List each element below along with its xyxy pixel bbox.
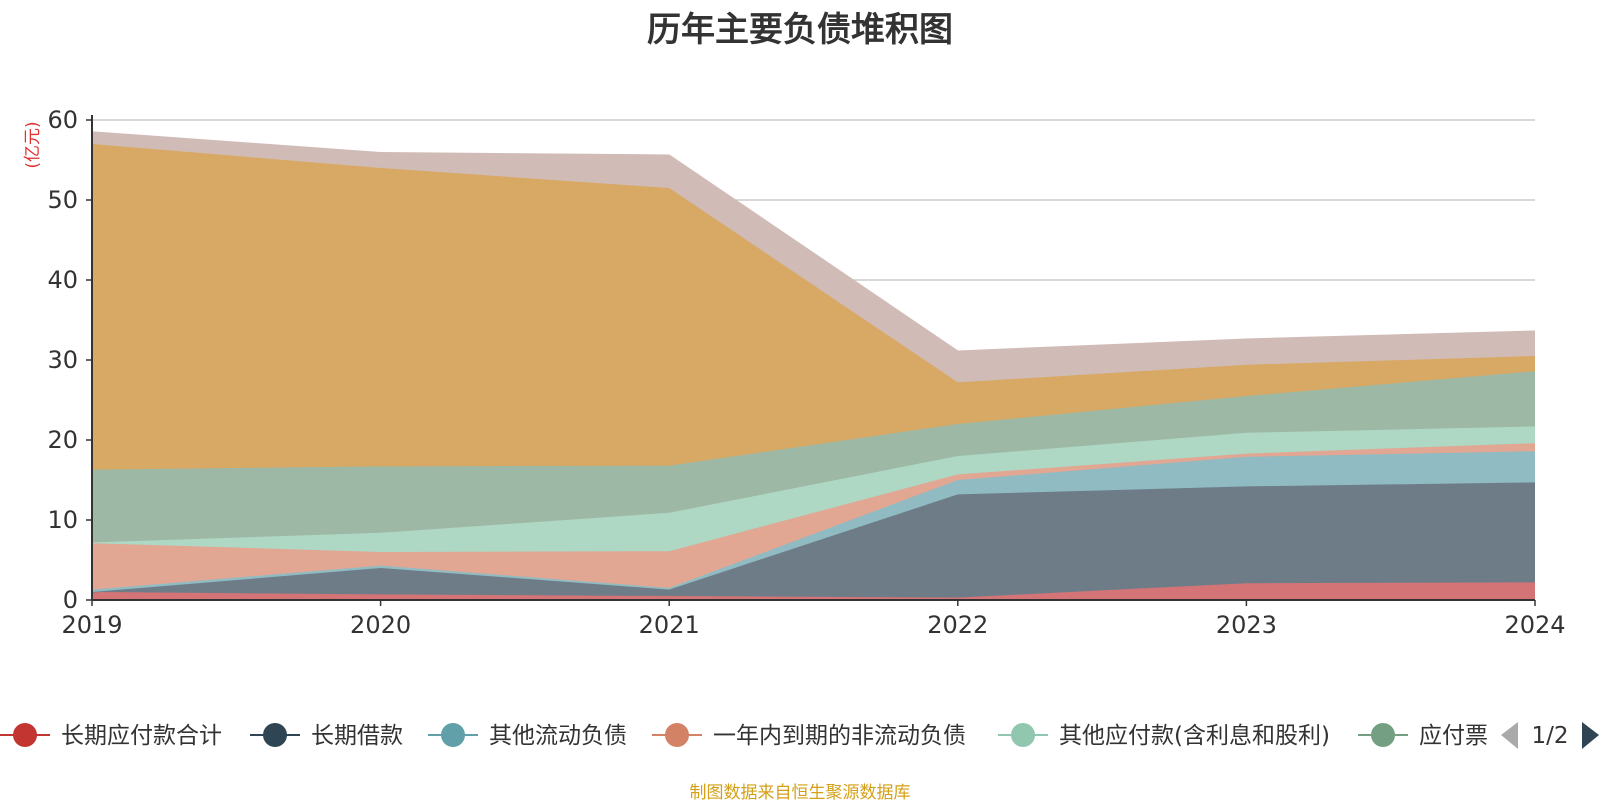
area-line-7 bbox=[91, 131, 1536, 352]
legend-item[interactable]: 其他流动负债 bbox=[428, 723, 627, 749]
legend-label: 一年内到期的非流动负债 bbox=[713, 723, 966, 749]
legend-prev-icon[interactable] bbox=[1501, 722, 1518, 749]
legend-marker-icon bbox=[13, 723, 37, 747]
legend-label: 长期借款 bbox=[311, 723, 403, 749]
area-line-6 bbox=[91, 143, 1536, 384]
y-tick-label: 20 bbox=[47, 426, 78, 454]
y-tick-label: 10 bbox=[47, 506, 78, 534]
y-tick-label: 30 bbox=[47, 346, 78, 374]
legend-label: 其他应付款(含利息和股利) bbox=[1059, 723, 1330, 749]
area-series-2 bbox=[92, 451, 1535, 592]
y-tick-label: 40 bbox=[47, 266, 78, 294]
legend-marker-icon bbox=[441, 723, 465, 747]
x-tick-label: 2023 bbox=[1216, 611, 1277, 639]
chart-title: 历年主要负债堆积图 bbox=[647, 10, 953, 50]
y-tick-label: 50 bbox=[47, 186, 78, 214]
y-tick-label: 0 bbox=[63, 586, 78, 614]
x-tick-label: 2024 bbox=[1504, 611, 1565, 639]
y-axis-unit-label: (亿元) bbox=[23, 121, 43, 168]
legend-marker-icon bbox=[263, 723, 287, 747]
x-tick-label: 2022 bbox=[927, 611, 988, 639]
area-series-3 bbox=[92, 443, 1535, 590]
area-series-7 bbox=[92, 132, 1535, 383]
legend-item[interactable]: 应付票 bbox=[1358, 723, 1488, 749]
legend-label: 应付票 bbox=[1419, 723, 1488, 749]
x-tick-label: 2021 bbox=[639, 611, 700, 639]
area-layer bbox=[91, 131, 1536, 600]
legend-item[interactable]: 一年内到期的非流动负债 bbox=[652, 723, 966, 749]
legend-label: 长期应付款合计 bbox=[61, 723, 222, 749]
area-series-5 bbox=[92, 371, 1535, 543]
area-series-1 bbox=[92, 482, 1535, 598]
legend-item[interactable]: 长期应付款合计 bbox=[0, 723, 222, 749]
legend-next-icon[interactable] bbox=[1582, 722, 1599, 749]
legend: 长期应付款合计 长期借款 其他流动负债 一年内到期的非流动负债 其他应付款(含利息和股利… bbox=[0, 722, 1599, 749]
axes: 0 10 20 30 40 50 60 2019 2020 2021 2022 2023 2024 bbox=[47, 106, 1565, 639]
legend-marker-icon bbox=[1011, 723, 1035, 747]
x-tick-label: 2019 bbox=[61, 611, 122, 639]
legend-item[interactable]: 其他应付款(含利息和股利) bbox=[998, 723, 1330, 749]
source-note: 制图数据来自恒生聚源数据库 bbox=[689, 783, 911, 803]
y-tick-label: 60 bbox=[47, 106, 78, 134]
area-series-6 bbox=[92, 144, 1535, 470]
area-series-4 bbox=[92, 426, 1535, 552]
legend-page-indicator: 1/2 bbox=[1531, 723, 1568, 749]
legend-label: 其他流动负债 bbox=[489, 723, 627, 749]
legend-marker-icon bbox=[1371, 723, 1395, 747]
x-tick-label: 2020 bbox=[350, 611, 411, 639]
legend-marker-icon bbox=[665, 723, 689, 747]
legend-item[interactable]: 长期借款 bbox=[250, 723, 403, 749]
